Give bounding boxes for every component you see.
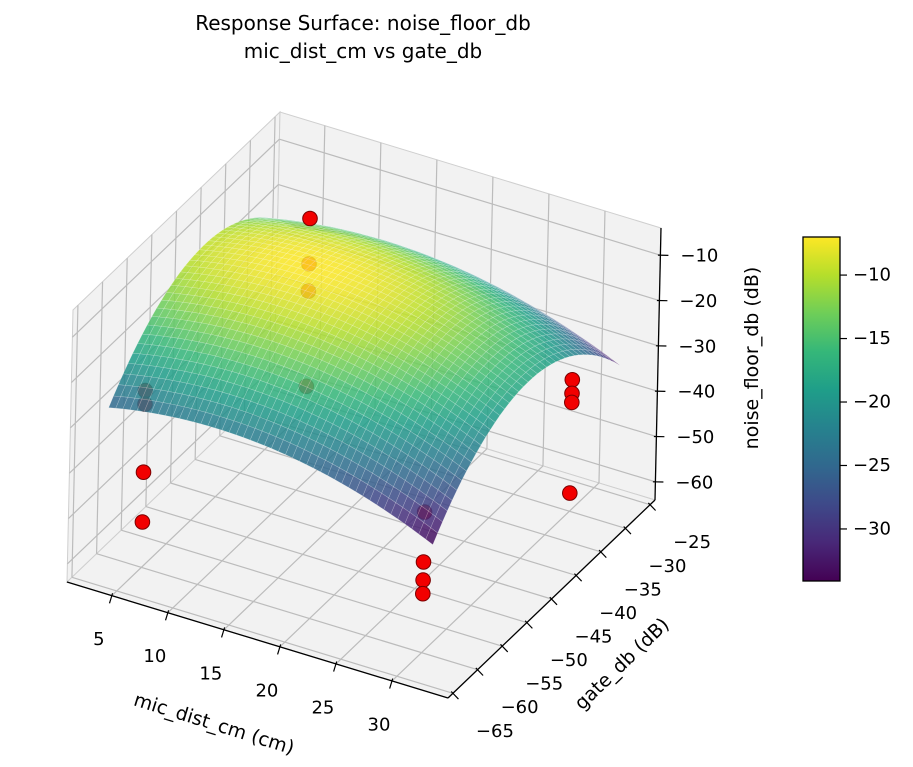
y-tick [500,643,509,653]
scatter-point [562,485,578,501]
chart-title: Response Surface: noise_floor_db mic_dis… [0,10,726,65]
y-tick-label: −30 [648,556,686,577]
y-tick [549,596,558,606]
scatter-point [415,554,432,570]
colorbar-gradient [802,236,841,582]
x-tick [277,644,282,655]
z-tick-label: −50 [676,427,714,448]
scatter-point [415,585,431,602]
chart-title-line1: Response Surface: noise_floor_db [195,11,531,35]
scatter-point [135,464,152,481]
chart-title-line2: mic_dist_cm vs gate_db [243,38,483,63]
x-tick-label: 30 [368,714,391,735]
y-tick-label: −60 [501,697,539,718]
x-tick [108,593,114,604]
y-tick-label: −45 [575,627,613,648]
y-tick [573,573,583,582]
colorbar-tick-label: −10 [853,265,891,286]
y-tick [475,667,484,676]
x-tick [333,661,338,672]
x-tick [220,627,226,638]
x-tick-label: 25 [311,697,334,718]
y-tick-label: −55 [525,674,563,695]
z-tick-label: −20 [679,291,717,312]
y-tick-label: −50 [550,650,588,671]
y-tick [524,620,533,629]
colorbar: −10 −15 −20 −25 −30 [802,236,891,582]
y-tick [623,526,632,535]
scatter-point [134,514,151,530]
y-tick [647,502,657,511]
y-tick-label: −35 [624,579,662,600]
y-tick [598,549,607,559]
z-axis-label: noise_floor_db (dB) [741,267,763,450]
x-tick [389,678,394,689]
y-tick-label: −65 [476,721,514,742]
z-tick-label: −40 [677,382,715,403]
z-tick-label: −10 [680,246,718,267]
z-tick-label: −60 [675,472,713,493]
y-tick [450,691,459,700]
y-tick-label: −40 [599,603,637,624]
x-tick-label: 20 [255,680,278,701]
colorbar-tick-label: −30 [853,518,891,539]
y-tick-label: −25 [673,532,711,553]
surface-and-points [108,210,621,602]
x-tick [164,610,170,621]
x-tick-label: 15 [199,663,222,684]
x-tick-label: 5 [93,629,104,650]
scatter-point [564,372,581,388]
colorbar-tick-label: −20 [853,392,891,413]
x-tick-label: 10 [143,646,166,667]
scatter-point [302,210,318,227]
scatter-point [415,572,431,588]
z-tick-label: −30 [678,336,716,357]
scatter-point [564,394,580,411]
colorbar-tick-label: −25 [853,455,891,476]
colorbar-tick-label: −15 [853,328,891,349]
